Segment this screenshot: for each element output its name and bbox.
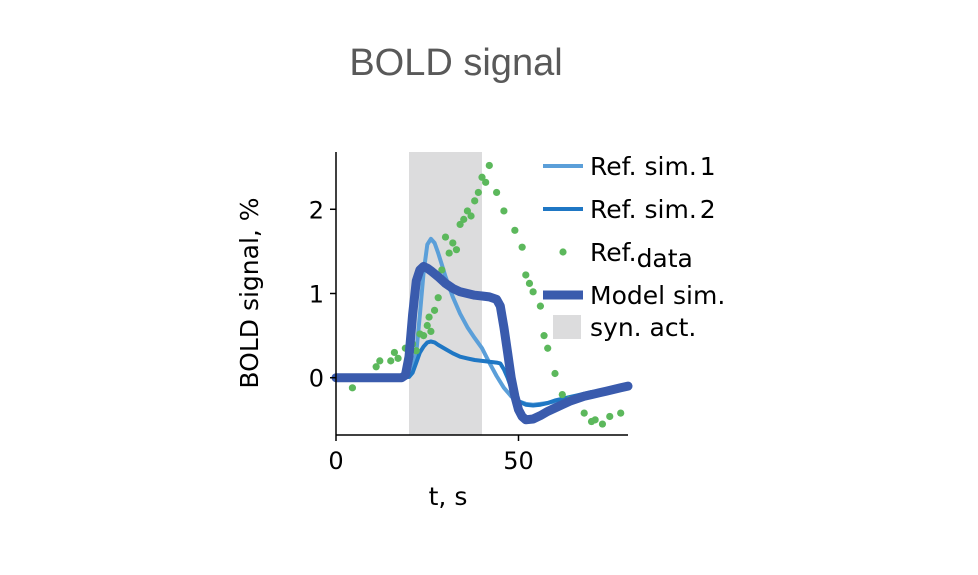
series-layer: [331, 161, 633, 428]
data-point: [460, 215, 468, 223]
data-point: [551, 369, 559, 378]
series-line-4: [331, 262, 633, 425]
data-point: [463, 207, 471, 215]
data-point: [467, 212, 475, 220]
x-axis-label: t, s: [429, 482, 468, 511]
data-point: [452, 246, 461, 254]
data-point: [394, 354, 402, 362]
data-point: [558, 390, 566, 399]
data-point: [434, 294, 442, 302]
legend-swatch-shade: [553, 315, 581, 339]
data-point: [500, 207, 508, 215]
data-point: [536, 302, 545, 310]
data-point: [482, 178, 490, 186]
y-tick-label: 1: [309, 281, 324, 309]
y-axis-label: BOLD signal, %: [235, 197, 264, 388]
data-point: [474, 188, 482, 197]
data-point: [493, 188, 501, 197]
data-point: [372, 363, 380, 371]
legend-label: Ref. sim. 1: [590, 152, 716, 181]
data-point: [425, 313, 433, 321]
data-point: [456, 220, 464, 229]
data-point: [376, 357, 384, 365]
legend-label: syn. act.: [590, 313, 696, 342]
axes-layer: 0 1 2 0 50: [309, 152, 628, 475]
data-point: [617, 409, 625, 417]
data-point: [438, 266, 446, 274]
x-tick-label: 50: [503, 447, 534, 475]
data-point: [348, 384, 357, 392]
data-point: [427, 327, 435, 336]
data-point: [423, 321, 431, 330]
data-point: [544, 344, 552, 352]
y-tick-label: 0: [309, 365, 324, 393]
data-point: [606, 412, 614, 421]
x-tick-label: 0: [328, 447, 343, 475]
data-point: [511, 226, 519, 234]
data-point: [390, 348, 398, 357]
data-point: [485, 161, 493, 170]
data-point: [430, 306, 439, 314]
data-point: [478, 173, 486, 181]
data-point: [591, 416, 599, 424]
chart-title: BOLD signal: [349, 42, 562, 84]
data-point: [441, 233, 450, 241]
data-point: [471, 197, 479, 205]
data-point: [412, 347, 420, 355]
data-point: [540, 332, 548, 340]
data-point: [522, 271, 530, 279]
data-point: [420, 332, 428, 340]
data-point: [387, 357, 395, 365]
legend-label: Ref.data: [590, 238, 693, 273]
y-tick-label: 2: [309, 196, 324, 224]
data-point: [580, 409, 588, 417]
data-point: [445, 249, 453, 257]
legend-label: Model sim.: [590, 281, 725, 310]
legend-swatch-dot: [559, 248, 567, 256]
data-point: [598, 420, 607, 428]
legend-label: Ref. sim. 2: [590, 195, 716, 224]
data-point: [449, 239, 457, 247]
legend: Ref. sim. 1 Ref. sim. 2 Ref.data Model sim. sy…: [543, 152, 725, 342]
data-point: [525, 279, 534, 287]
data-point: [518, 243, 526, 251]
data-point: [529, 288, 537, 296]
